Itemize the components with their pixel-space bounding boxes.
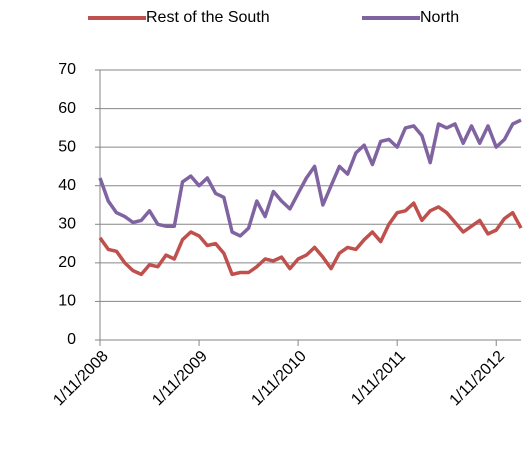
x-tick-label: 1/11/2012 (447, 348, 509, 410)
y-tick-label: 70 (58, 61, 76, 78)
legend-label: Rest of the South (146, 9, 270, 26)
y-tick-label: 60 (58, 100, 76, 117)
x-tick-label: 1/11/2008 (50, 348, 112, 410)
x-tick-label: 1/11/2010 (248, 348, 310, 410)
data-line (98, 118, 522, 238)
y-tick-label: 20 (58, 254, 76, 271)
y-tick-label: 30 (58, 216, 76, 233)
x-tick-label: 1/11/2011 (348, 348, 409, 409)
y-tick-label: 0 (67, 331, 76, 348)
x-tick-label: 1/11/2009 (149, 348, 211, 410)
y-tick-label: 50 (58, 138, 76, 155)
y-tick-label: 10 (58, 293, 76, 310)
legend-label: North (420, 9, 459, 26)
data-line (98, 201, 523, 277)
y-tick-label: 40 (58, 177, 76, 194)
